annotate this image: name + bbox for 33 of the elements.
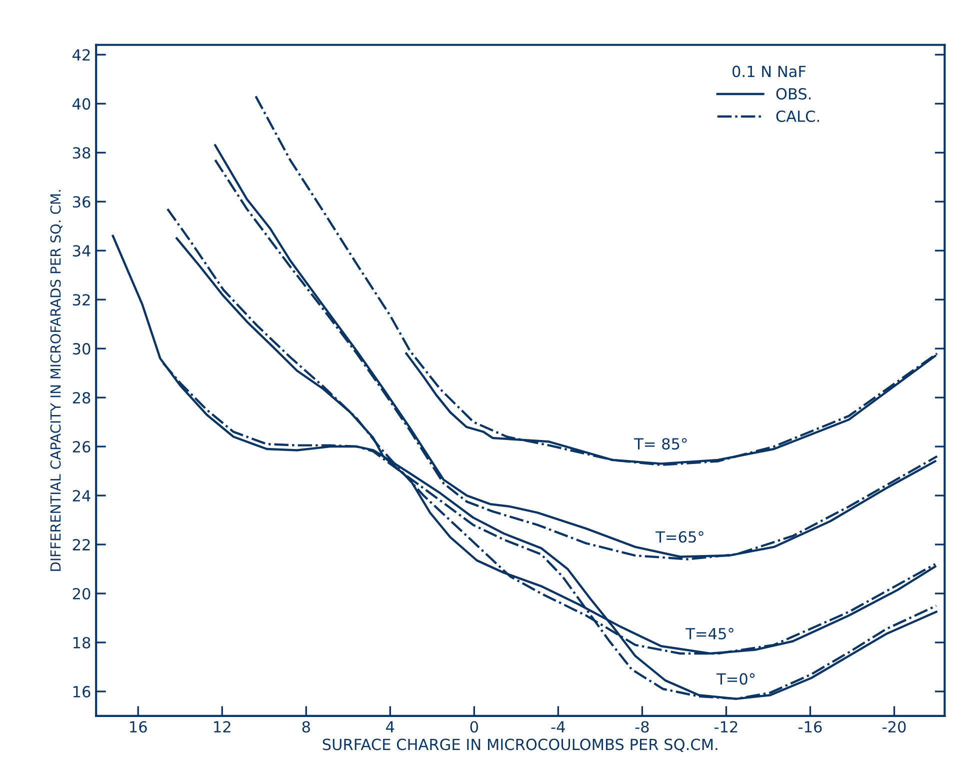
x-tick-label: -20 <box>882 721 906 733</box>
y-tick-label: 40 <box>72 98 90 110</box>
y-tick-label: 26 <box>72 441 90 453</box>
x-tick-label: -12 <box>714 721 738 732</box>
y-tick-label: 34 <box>72 245 90 257</box>
y-tick-label: 42 <box>72 49 90 60</box>
x-axis-title: SURFACE CHARGE IN MICROCOULOMBS PER SQ.CM. <box>322 738 718 752</box>
legend-label: OBS. <box>776 88 811 100</box>
annotation: T=65° <box>656 531 704 543</box>
y-tick-label: 32 <box>72 294 90 306</box>
x-tick-label: -4 <box>551 721 565 732</box>
y-tick-label: 18 <box>73 636 90 648</box>
y-tick-label: 30 <box>72 343 90 355</box>
annotation: T=45° <box>686 628 734 640</box>
x-tick-label: 8 <box>302 721 310 733</box>
x-tick-label: 12 <box>214 721 230 732</box>
x-tick-label: 4 <box>386 721 394 732</box>
annotation: T= 85° <box>634 438 687 450</box>
legend-title: 0.1 N NaF <box>732 66 806 78</box>
x-tick-label: 0 <box>470 721 478 733</box>
x-tick-label: -16 <box>798 721 822 733</box>
y-tick-label: 16 <box>73 686 90 698</box>
y-tick-label: 28 <box>72 392 90 404</box>
y-tick-label: 22 <box>72 538 90 550</box>
annotation: T=0° <box>716 673 755 685</box>
y-tick-label: 24 <box>72 490 90 502</box>
y-tick-label: 38 <box>72 147 90 159</box>
y-tick-label: 36 <box>72 196 90 208</box>
x-tick-label: -8 <box>635 721 649 733</box>
y-axis-title: DIFFERENTIAL CAPACITY IN MICROFARADS PER SQ. CM. <box>50 190 62 571</box>
y-tick-label: 20 <box>72 588 90 600</box>
legend-label: CALC. <box>776 110 819 122</box>
x-tick-label: 16 <box>130 721 147 733</box>
